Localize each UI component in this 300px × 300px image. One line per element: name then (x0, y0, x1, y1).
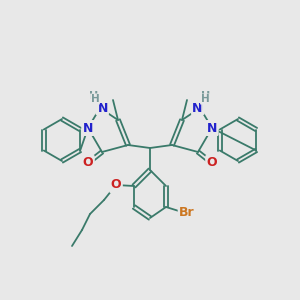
Text: O: O (111, 178, 121, 191)
Text: H: H (91, 94, 99, 104)
Text: N: N (97, 100, 107, 113)
Text: Br: Br (179, 206, 195, 218)
Text: H: H (89, 91, 99, 101)
Text: H: H (201, 94, 209, 104)
Text: N: N (193, 100, 203, 113)
Text: O: O (83, 157, 93, 169)
Text: N: N (207, 122, 217, 134)
Text: N: N (83, 122, 93, 134)
Text: N: N (98, 101, 108, 115)
Text: H: H (201, 91, 211, 101)
Text: N: N (192, 101, 202, 115)
Text: O: O (207, 157, 217, 169)
